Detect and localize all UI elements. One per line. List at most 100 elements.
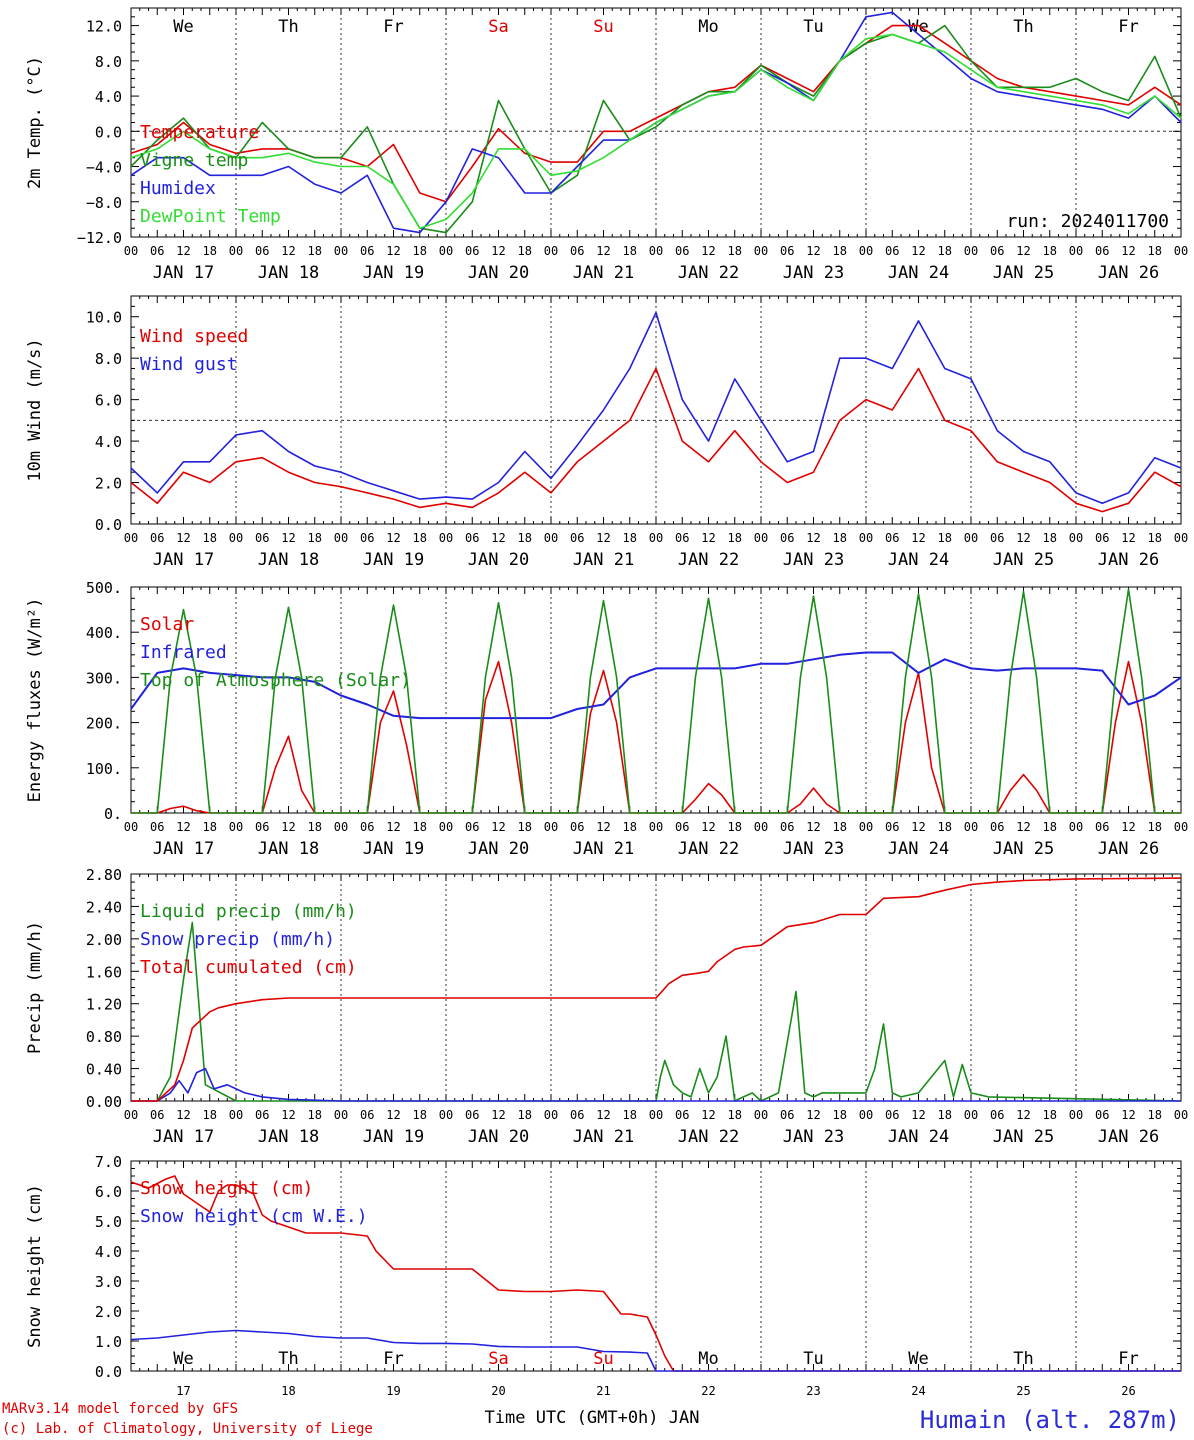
date-label: JAN 18 — [258, 263, 319, 283]
hour-tick-label: 12 — [1121, 1108, 1135, 1122]
hour-tick-label: 12 — [1121, 531, 1135, 545]
panel-energy: 0. 100. 200. 300. 400. 500. Energy fluxes (W/m… — [25, 579, 1188, 859]
hour-tick-label: 06 — [780, 1108, 794, 1122]
y-tick-label: 100. — [86, 760, 122, 778]
y-tick-label: 2.00 — [86, 931, 122, 949]
hour-tick-label: 06 — [570, 244, 584, 258]
hour-tick-label: 06 — [675, 1108, 689, 1122]
hour-tick-label: 12 — [701, 820, 715, 834]
legend-entry: Top of Atmosphere (Solar) — [140, 670, 411, 691]
y-axis-title: Snow height (cm) — [25, 1184, 45, 1348]
y-tick-label: 400. — [86, 624, 122, 642]
panel-temp: −12.0 −8.0 −4.0 0.0 4.0 8.0 12.0 2m Temp. (°C) 0… — [25, 7, 1188, 283]
hour-tick-label: 06 — [990, 1108, 1004, 1122]
hour-tick-label: 00 — [964, 820, 978, 834]
day-number-label: 21 — [596, 1384, 610, 1398]
hour-tick-label: 00 — [859, 820, 873, 834]
y-tick-label: −4.0 — [86, 159, 122, 177]
hour-tick-label: 06 — [780, 244, 794, 258]
weekday-label: Fr — [383, 17, 403, 37]
hour-tick-label: 00 — [1174, 244, 1188, 258]
date-label: JAN 24 — [888, 1127, 949, 1147]
weekday-label: Fr — [383, 1349, 403, 1369]
hour-tick-label: 00 — [334, 244, 348, 258]
hour-tick-label: 12 — [176, 531, 190, 545]
hour-tick-label: 06 — [570, 531, 584, 545]
footer-credit: (c) Lab. of Climatology, University of L… — [2, 1421, 373, 1437]
hour-tick-label: 06 — [150, 1108, 164, 1122]
y-tick-label: 5.0 — [95, 1213, 122, 1231]
series-snow-height-cm-w-e — [130, 1329, 1181, 1372]
hour-tick-label: 06 — [465, 1108, 479, 1122]
y-tick-label: 4.0 — [95, 1243, 122, 1261]
date-label: JAN 22 — [678, 1127, 739, 1147]
hour-tick-label: 06 — [1095, 1108, 1109, 1122]
date-label: JAN 18 — [258, 1127, 319, 1147]
hour-tick-label: 18 — [1043, 244, 1057, 258]
date-label: JAN 26 — [1098, 839, 1159, 859]
hour-tick-label: 12 — [386, 244, 400, 258]
hour-tick-label: 18 — [413, 244, 427, 258]
hour-tick-label: 12 — [596, 531, 610, 545]
hour-tick-label: 12 — [281, 531, 295, 545]
date-label: JAN 24 — [888, 839, 949, 859]
hour-tick-label: 12 — [911, 820, 925, 834]
hour-tick-label: 12 — [491, 531, 505, 545]
hour-tick-label: 18 — [938, 244, 952, 258]
date-label: JAN 26 — [1098, 550, 1159, 570]
date-label: JAN 19 — [363, 839, 424, 859]
y-tick-label: 0.80 — [86, 1028, 122, 1046]
series-infrared — [130, 651, 1182, 720]
hour-tick-label: 00 — [754, 820, 768, 834]
hour-tick-label: 18 — [728, 244, 742, 258]
hour-tick-label: 12 — [281, 244, 295, 258]
hour-tick-label: 00 — [334, 1108, 348, 1122]
hour-tick-label: 18 — [518, 244, 532, 258]
hour-tick-label: 18 — [413, 531, 427, 545]
y-tick-label: 2.40 — [86, 898, 122, 916]
date-label: JAN 22 — [678, 839, 739, 859]
weekday-label: Tu — [803, 1349, 823, 1369]
hour-tick-label: 18 — [833, 531, 847, 545]
hour-tick-label: 06 — [570, 1108, 584, 1122]
panel-frame — [130, 586, 1182, 814]
weekday-label: Tu — [803, 17, 823, 37]
y-tick-label: 0.0 — [95, 123, 122, 141]
panel-precip: 0.00 0.40 0.80 1.20 1.60 2.00 2.40 2.80 Precip (… — [25, 866, 1188, 1147]
hour-tick-label: 06 — [360, 1108, 374, 1122]
hour-tick-label: 12 — [701, 531, 715, 545]
series-dewpoint-temp — [130, 33, 1182, 229]
hour-tick-label: 00 — [544, 244, 558, 258]
hour-tick-label: 18 — [623, 1108, 637, 1122]
hour-tick-label: 18 — [518, 531, 532, 545]
hour-tick-label: 06 — [570, 820, 584, 834]
date-label: JAN 21 — [573, 550, 634, 570]
hour-tick-label: 06 — [675, 244, 689, 258]
hour-tick-label: 06 — [255, 1108, 269, 1122]
hour-tick-label: 00 — [124, 244, 138, 258]
panel-snow: 0.0 1.0 2.0 3.0 4.0 5.0 6.0 7.0 Snow height (cm)… — [25, 1153, 1182, 1398]
date-label: JAN 23 — [783, 550, 844, 570]
hour-tick-label: 12 — [281, 820, 295, 834]
date-label: JAN 23 — [783, 839, 844, 859]
hour-tick-label: 12 — [176, 820, 190, 834]
series-snow-precip-mm-h — [131, 1067, 1181, 1102]
date-label: JAN 22 — [678, 550, 739, 570]
weekday-label: Su — [593, 1349, 613, 1369]
hour-tick-label: 12 — [281, 1108, 295, 1122]
hour-tick-label: 06 — [255, 531, 269, 545]
weekday-label: We — [908, 1349, 928, 1369]
legend-entry: Liquid precip (mm/h) — [140, 901, 357, 922]
hour-tick-label: 12 — [1121, 244, 1135, 258]
hour-tick-label: 18 — [203, 1108, 217, 1122]
hour-tick-label: 06 — [465, 531, 479, 545]
hour-tick-label: 06 — [465, 244, 479, 258]
hour-tick-label: 00 — [124, 820, 138, 834]
hour-tick-label: 00 — [544, 820, 558, 834]
hour-tick-label: 00 — [439, 820, 453, 834]
hour-tick-label: 06 — [990, 244, 1004, 258]
date-label: JAN 19 — [363, 550, 424, 570]
hour-tick-label: 00 — [859, 1108, 873, 1122]
hour-tick-label: 12 — [491, 820, 505, 834]
